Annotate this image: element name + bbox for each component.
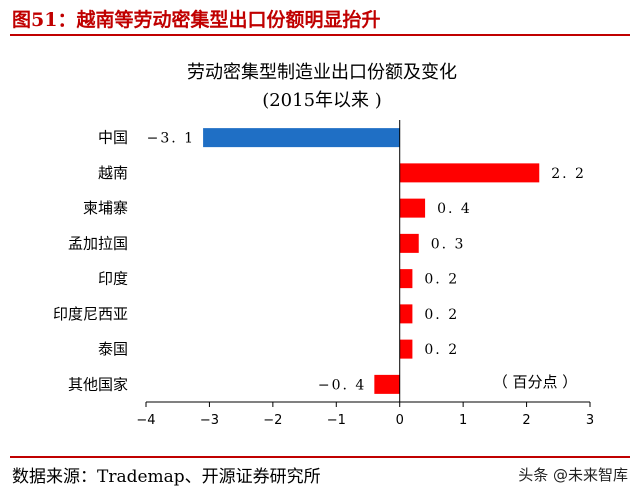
- bottom-rule: [10, 456, 630, 458]
- chart-title: 劳动密集型制造业出口份额及变化: [187, 62, 457, 83]
- bar-5: [399, 304, 413, 324]
- category-label: 泰国: [98, 340, 128, 358]
- category-label: 中国: [98, 129, 128, 147]
- category-label: 孟加拉国: [68, 234, 128, 252]
- chart-subtitle: (2015年以来 ): [262, 90, 382, 111]
- bars-group: [203, 128, 540, 394]
- x-tick-label: 2: [522, 413, 530, 428]
- value-label: 0. 3: [431, 236, 466, 252]
- watermark: 头条 @未来智库: [518, 466, 628, 484]
- bar-0: [203, 128, 400, 148]
- category-label: 柬埔寨: [83, 199, 128, 217]
- x-tick-label: 3: [586, 413, 594, 428]
- unit-note: （ 百分点 ）: [493, 373, 578, 391]
- x-tick-label: −3: [200, 413, 219, 428]
- bar-1: [399, 163, 540, 183]
- figure-title: 图51：越南等劳动密集型出口份额明显抬升: [12, 9, 381, 31]
- category-label: 越南: [98, 164, 128, 182]
- category-label: 印度: [98, 270, 128, 288]
- source-note: 数据来源：Trademap、开源证券研究所: [12, 467, 321, 487]
- x-tick-label: 1: [459, 413, 467, 428]
- x-tick-label: 0: [396, 413, 404, 428]
- bar-3: [399, 233, 419, 253]
- bar-chart: 劳动密集型制造业出口份额及变化 (2015年以来 ) 中国越南柬埔寨孟加拉国印度…: [53, 62, 594, 428]
- bar-7: [374, 374, 400, 394]
- value-labels: −3. 1 2. 2 0. 4 0. 3 0. 2 0. 2 0. 2 −0. 4: [147, 131, 586, 394]
- x-tick-label: −2: [263, 413, 282, 428]
- value-label: 0. 2: [424, 307, 459, 323]
- category-label: 其他国家: [68, 375, 128, 393]
- value-label: −0. 4: [318, 377, 366, 393]
- category-label: 印度尼西亚: [53, 305, 128, 323]
- value-label: 0. 2: [424, 272, 459, 288]
- bar-2: [399, 198, 426, 218]
- value-label: −3. 1: [147, 131, 195, 147]
- value-label: 2. 2: [551, 166, 586, 182]
- x-tick-label: −1: [327, 413, 346, 428]
- bar-6: [399, 339, 413, 359]
- bar-4: [399, 269, 413, 289]
- value-label: 0. 4: [437, 201, 472, 217]
- x-tick-label: −4: [136, 413, 155, 428]
- x-axis: −4 −3 −2 −1 0 1 2 3: [136, 401, 594, 428]
- top-rule: [10, 34, 630, 36]
- value-label: 0. 2: [424, 342, 459, 358]
